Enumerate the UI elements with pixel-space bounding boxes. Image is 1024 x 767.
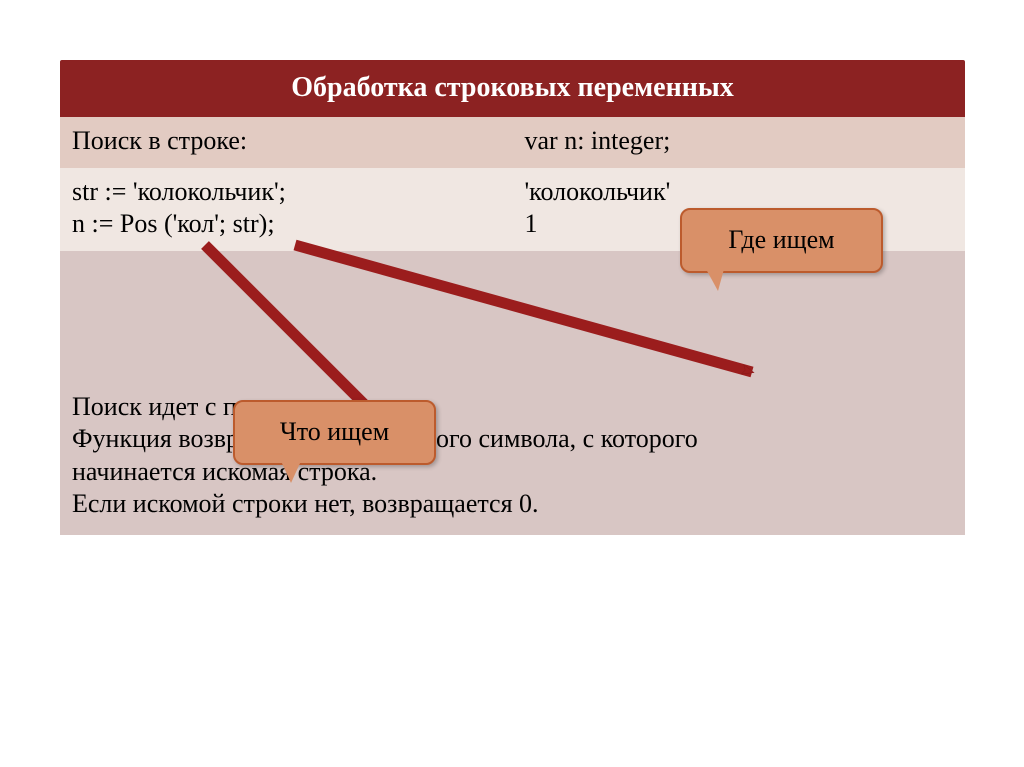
slide-table: Обработка строковых переменных Поиск в с… bbox=[60, 60, 965, 535]
callout-tail-icon bbox=[281, 461, 301, 483]
callout-where: Где ищем bbox=[680, 208, 883, 273]
callout-what: Что ищем bbox=[233, 400, 436, 465]
output-line: 'колокольчик' bbox=[525, 176, 954, 209]
code-line: str := 'колокольчик'; bbox=[72, 176, 501, 209]
text-line: Если искомой строки нет, возвращается 0. bbox=[72, 488, 953, 521]
table-row: Поиск идет с первого символа. Функция во… bbox=[60, 251, 965, 535]
text-line: Функция возвращает номер первого символа… bbox=[72, 423, 953, 456]
table-header: Обработка строковых переменных bbox=[60, 60, 965, 117]
cell-code-left: str := 'колокольчик'; n := Pos ('кол'; s… bbox=[60, 168, 513, 251]
callout-tail-icon bbox=[706, 269, 724, 291]
cell-explanation: Поиск идет с первого символа. Функция во… bbox=[60, 251, 965, 535]
cell-search-label: Поиск в строке: bbox=[60, 117, 513, 168]
code-line: n := Pos ('кол'; str); bbox=[72, 208, 501, 241]
text-line: начинается искомая строка. bbox=[72, 456, 953, 489]
cell-var-decl: var n: integer; bbox=[513, 117, 966, 168]
text-line: Поиск идет с первого символа. bbox=[72, 391, 953, 424]
callout-where-label: Где ищем bbox=[728, 225, 834, 254]
table-row: Поиск в строке: var n: integer; bbox=[60, 117, 965, 168]
callout-what-label: Что ищем bbox=[280, 417, 389, 446]
